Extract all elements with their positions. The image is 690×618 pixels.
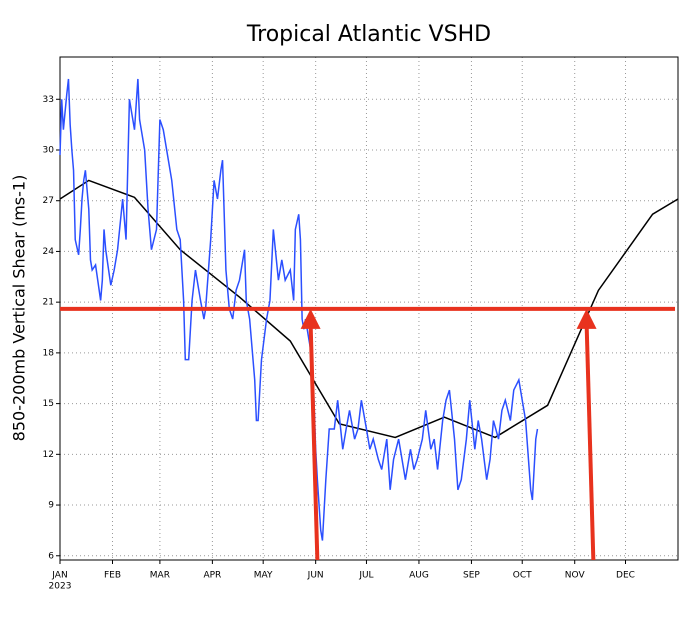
y-tick-label: 21 xyxy=(43,298,54,308)
x-tick-label: JUL xyxy=(358,571,373,581)
arrow-shaft xyxy=(584,322,596,561)
x-tick-label: OCT xyxy=(513,571,532,581)
x-tick-label: APR xyxy=(203,571,221,581)
y-tick-label: 27 xyxy=(43,196,54,206)
x-tick-label: MAR xyxy=(150,571,170,581)
series-line xyxy=(59,78,539,541)
x-tick-label: DEC xyxy=(616,571,635,581)
x-year-label: 2023 xyxy=(49,582,72,592)
y-axis-label: 850-200mb Vertical Shear (ms-1) xyxy=(10,175,29,442)
arrow-shaft xyxy=(308,322,320,561)
y-tick-label: 12 xyxy=(43,450,54,460)
y-tick-label: 33 xyxy=(43,95,54,105)
y-tick-label: 18 xyxy=(43,348,55,358)
y-tick-label: 15 xyxy=(43,399,54,409)
arrow-head xyxy=(576,308,597,329)
x-tick-label: JUN xyxy=(307,571,324,581)
x-tick-label: FEB xyxy=(104,571,121,581)
y-tick-label: 24 xyxy=(43,247,55,257)
y-tick-label: 9 xyxy=(48,501,54,511)
x-tick-label: JAN xyxy=(51,571,67,581)
y-tick-label: 6 xyxy=(48,551,54,561)
y-tick-label: 30 xyxy=(43,145,55,155)
chart-title: Tropical Atlantic VSHD xyxy=(246,22,491,47)
x-tick-label: AUG xyxy=(409,571,429,581)
x-tick-label: SEP xyxy=(463,571,480,581)
x-tick-label: MAY xyxy=(254,571,273,581)
arrow-head xyxy=(300,308,321,329)
x-tick-label: NOV xyxy=(565,571,586,581)
